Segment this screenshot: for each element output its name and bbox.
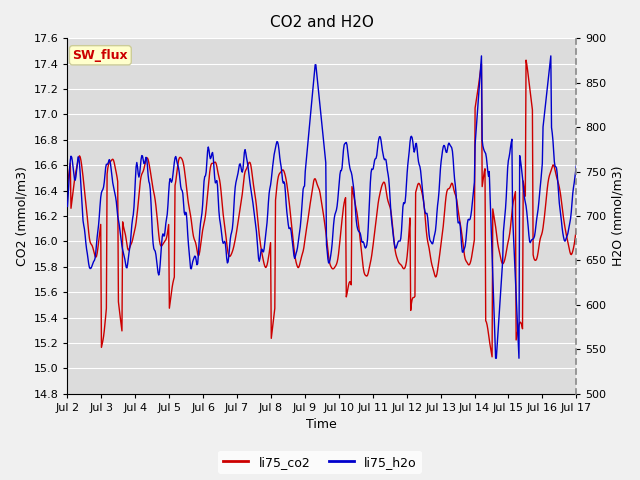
- li75_co2: [522, 57, 530, 63]
- li75_co2: [572, 226, 580, 232]
- li75_h2o: [73, 167, 81, 172]
- li75_h2o: [383, 167, 391, 173]
- li75_co2: [204, 191, 211, 197]
- li75_h2o: [125, 250, 133, 255]
- li75_h2o: [204, 148, 211, 154]
- Line: li75_h2o: li75_h2o: [67, 56, 576, 358]
- li75_h2o: [63, 204, 71, 209]
- li75_co2: [63, 182, 71, 188]
- Y-axis label: H2O (mmol/m3): H2O (mmol/m3): [612, 166, 625, 266]
- li75_co2: [383, 195, 391, 201]
- li75_h2o: [477, 53, 485, 59]
- li75_co2: [177, 155, 184, 160]
- li75_co2: [488, 354, 496, 360]
- Text: SW_flux: SW_flux: [72, 49, 128, 62]
- li75_h2o: [177, 183, 184, 189]
- li75_h2o: [492, 355, 499, 361]
- li75_h2o: [398, 216, 406, 221]
- Legend: li75_co2, li75_h2o: li75_co2, li75_h2o: [218, 451, 422, 474]
- Title: CO2 and H2O: CO2 and H2O: [270, 15, 374, 30]
- li75_h2o: [572, 163, 580, 169]
- X-axis label: Time: Time: [307, 419, 337, 432]
- Line: li75_co2: li75_co2: [67, 60, 576, 357]
- Y-axis label: CO2 (mmol/m3): CO2 (mmol/m3): [15, 166, 28, 266]
- li75_co2: [398, 264, 406, 270]
- li75_co2: [73, 165, 81, 171]
- li75_co2: [125, 247, 133, 252]
